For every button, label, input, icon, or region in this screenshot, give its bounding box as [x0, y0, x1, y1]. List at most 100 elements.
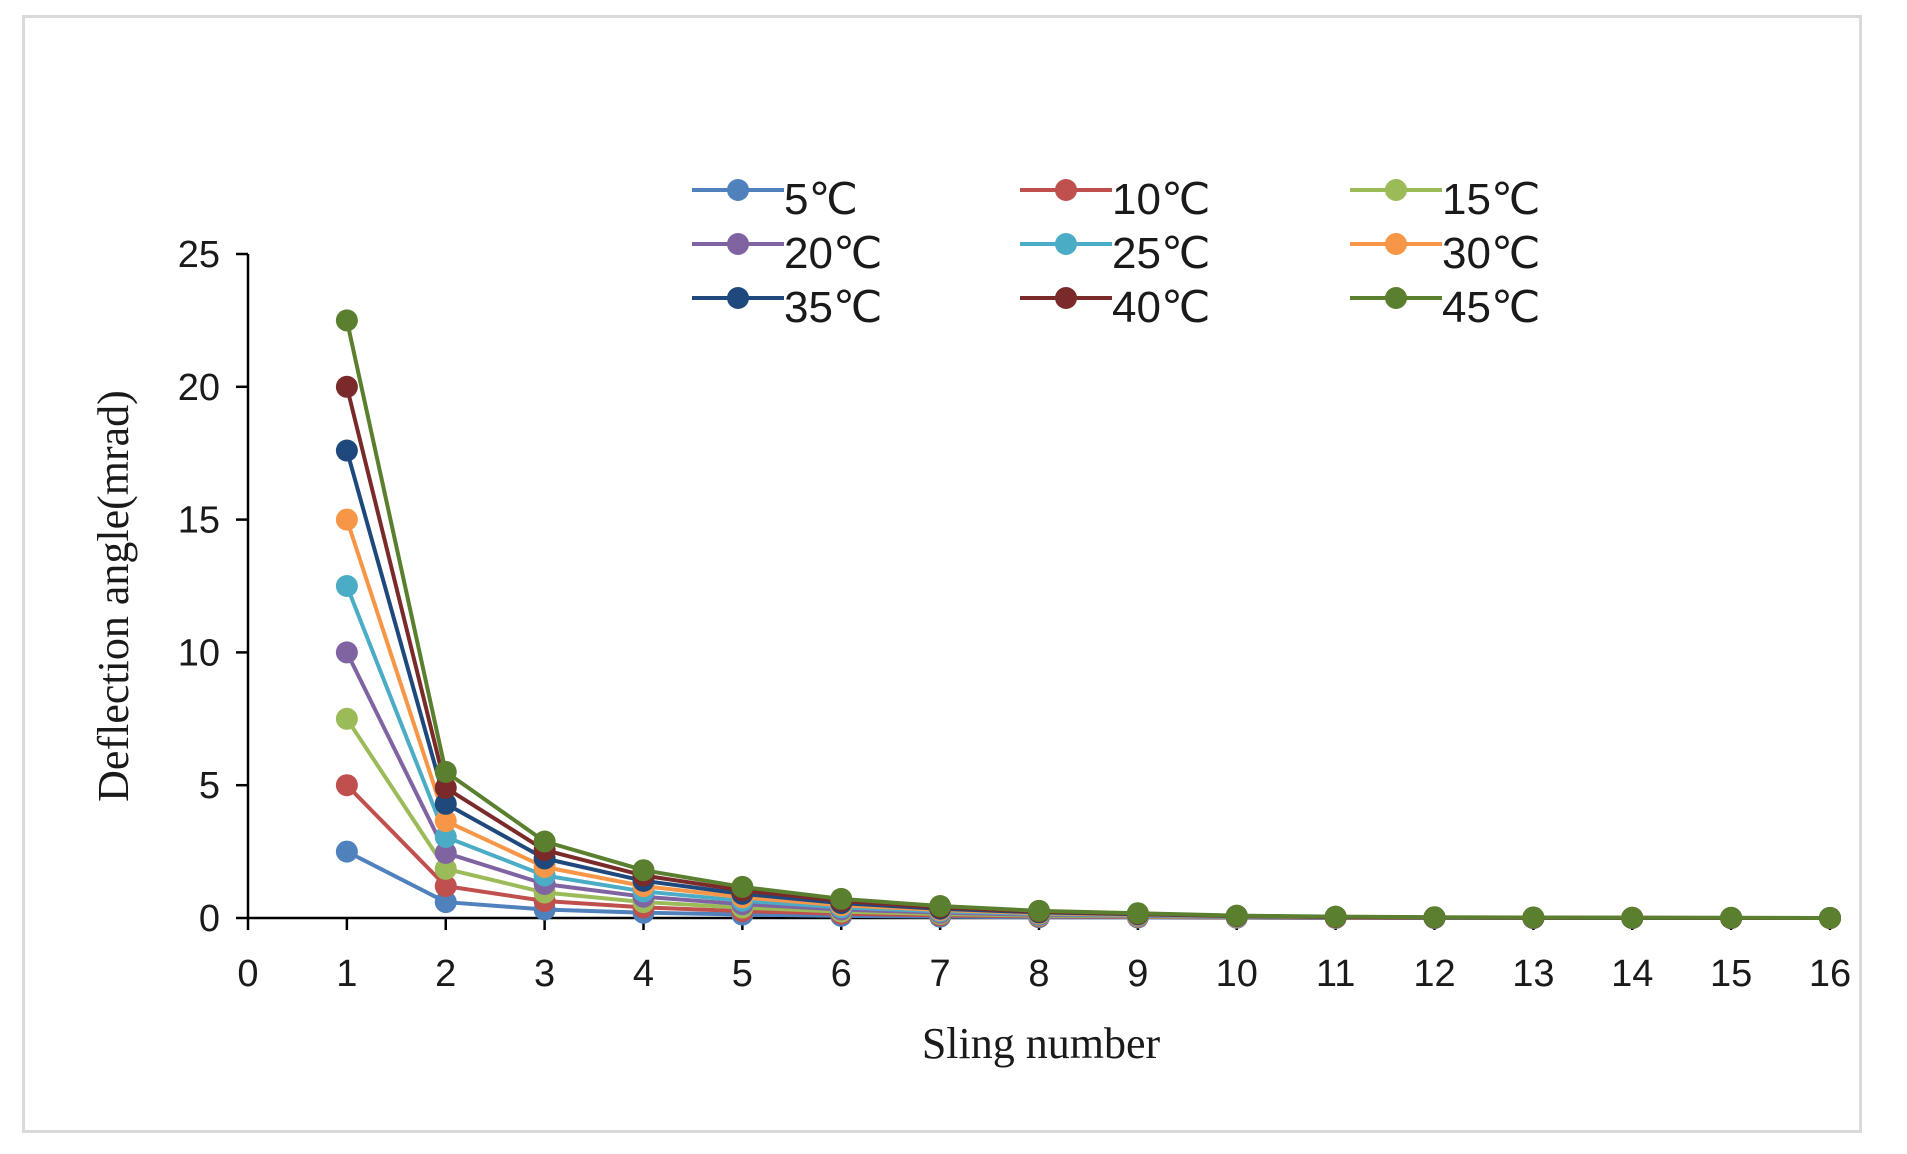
- data-point: [434, 776, 457, 799]
- x-tick-label: 16: [1809, 953, 1851, 995]
- x-tick-label: 10: [1216, 953, 1258, 995]
- data-point: [632, 859, 655, 882]
- data-point: [335, 375, 358, 398]
- legend-label: 40℃: [1112, 283, 1210, 332]
- series-layer: [335, 309, 1841, 929]
- data-point: [434, 891, 457, 914]
- data-point: [335, 439, 358, 462]
- x-tick-label: 4: [633, 953, 654, 995]
- data-point: [1423, 906, 1446, 929]
- legend-item: 25℃: [1020, 229, 1210, 278]
- x-tick-label: 3: [534, 953, 555, 995]
- legend: 5℃ 10℃ 15℃ 20℃ 25℃ 30℃ 35℃ 40℃ 45℃: [692, 175, 1540, 332]
- x-tick-label: 1: [336, 953, 357, 995]
- x-axis-title: Sling number: [922, 1019, 1161, 1068]
- data-point: [335, 309, 358, 332]
- x-tick-label: 14: [1611, 953, 1653, 995]
- y-tick-label: 5: [199, 765, 220, 807]
- data-point: [731, 875, 754, 898]
- data-point: [335, 774, 358, 797]
- data-point: [434, 760, 457, 783]
- legend-item: 40℃: [1020, 283, 1210, 332]
- legend-swatch-marker: [1055, 233, 1077, 255]
- data-point: [830, 887, 853, 910]
- x-tick-label: 15: [1710, 953, 1752, 995]
- legend-label: 25℃: [1112, 229, 1210, 278]
- legend-swatch-marker: [1385, 179, 1407, 201]
- y-tick-label: 15: [178, 500, 220, 542]
- data-point: [1028, 899, 1050, 922]
- series-line: [344, 319, 1831, 920]
- x-tick-label: 5: [732, 953, 753, 995]
- legend-label: 20℃: [784, 229, 882, 278]
- legend-label: 10℃: [1112, 175, 1210, 224]
- y-tick-label: 0: [199, 898, 220, 940]
- legend-item: 30℃: [1350, 229, 1540, 278]
- data-point: [1522, 906, 1545, 929]
- series-8: [335, 309, 1841, 929]
- data-point: [434, 792, 457, 815]
- series-4: [335, 575, 1841, 929]
- x-tick-label: 8: [1028, 953, 1049, 995]
- series-line: [345, 783, 1830, 920]
- series-3: [335, 641, 1841, 929]
- data-point: [1819, 907, 1841, 929]
- data-point: [1126, 902, 1149, 925]
- data-point: [434, 857, 457, 880]
- x-tick-label: 13: [1512, 953, 1554, 995]
- legend-swatch-marker: [1385, 233, 1407, 255]
- data-point: [335, 641, 358, 664]
- legend-item: 20℃: [692, 229, 882, 278]
- legend-swatch-marker: [727, 287, 749, 309]
- series-line: [344, 386, 1830, 920]
- x-tick-label: 7: [930, 953, 951, 995]
- data-point: [434, 825, 457, 848]
- series-line: [345, 585, 1830, 920]
- data-point: [1621, 906, 1644, 929]
- legend-label: 35℃: [784, 283, 882, 332]
- legend-item: 15℃: [1350, 175, 1540, 224]
- legend-label: 5℃: [784, 175, 858, 224]
- legend-swatch-marker: [1385, 287, 1407, 309]
- data-point: [335, 575, 358, 597]
- series-5: [335, 508, 1841, 929]
- data-point: [434, 810, 457, 833]
- legend-item: 45℃: [1350, 283, 1540, 332]
- x-tick-label: 0: [237, 953, 258, 995]
- legend-label: 30℃: [1442, 229, 1540, 278]
- data-point: [1720, 906, 1743, 929]
- data-point: [434, 841, 457, 864]
- x-tick-label: 2: [435, 953, 456, 995]
- legend-item: 35℃: [692, 283, 882, 332]
- legend-label: 15℃: [1442, 175, 1540, 224]
- x-tick-label: 11: [1316, 953, 1355, 995]
- x-tick-label: 9: [1127, 953, 1148, 995]
- data-point: [1324, 905, 1347, 928]
- data-point: [533, 830, 556, 853]
- legend-item: 5℃: [692, 175, 858, 224]
- y-tick-label: 25: [178, 234, 220, 276]
- legend-item: 10℃: [1020, 175, 1210, 224]
- series-1: [335, 774, 1841, 929]
- y-axis-title: Deflection angle(mrad): [89, 390, 138, 802]
- data-point: [434, 875, 457, 898]
- data-point: [335, 508, 358, 531]
- x-tick-label: 12: [1413, 953, 1455, 995]
- legend-label: 45℃: [1442, 283, 1540, 332]
- data-point: [335, 840, 358, 863]
- data-point: [335, 707, 358, 730]
- y-tick-label: 10: [178, 632, 220, 674]
- series-line: [345, 849, 1830, 920]
- x-tick-label: 6: [831, 953, 852, 995]
- legend-swatch-marker: [727, 233, 749, 255]
- data-point: [929, 895, 952, 918]
- y-tick-label: 20: [178, 367, 220, 409]
- data-point: [1225, 904, 1248, 927]
- legend-swatch-marker: [1055, 179, 1077, 201]
- series-2: [335, 707, 1841, 929]
- legend-swatch-marker: [727, 179, 749, 201]
- chart-frame: [22, 15, 1862, 1133]
- legend-swatch-marker: [1055, 287, 1077, 309]
